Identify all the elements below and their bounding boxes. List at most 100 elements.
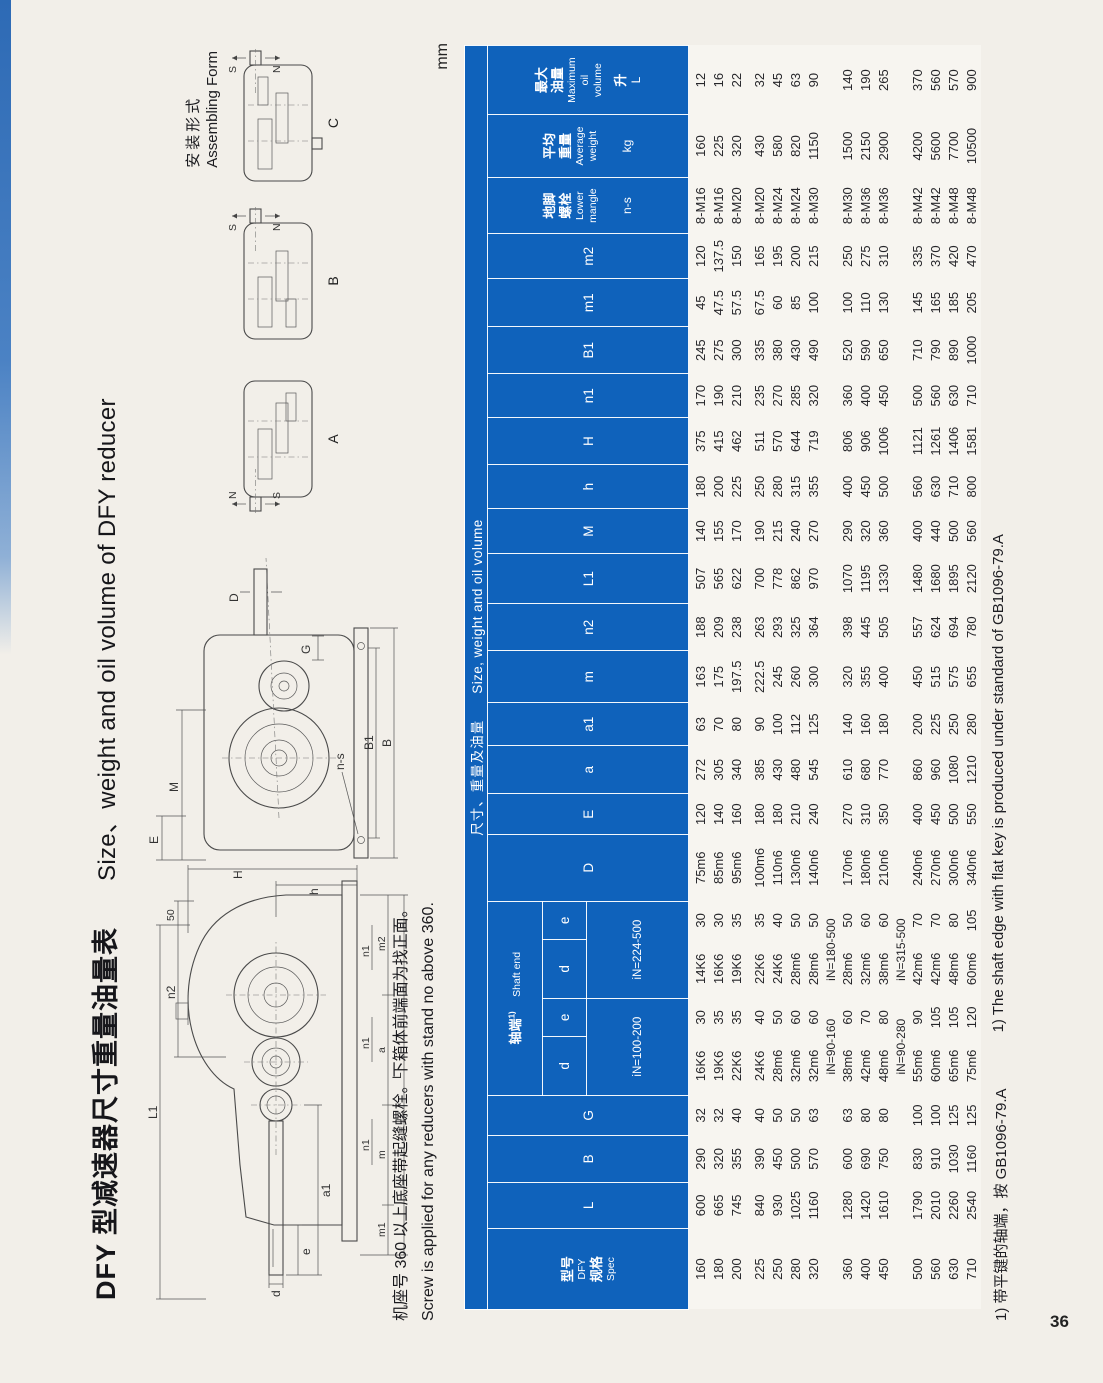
table-cell: 355 — [728, 1135, 746, 1183]
table-cell: 8-M16 — [692, 177, 710, 234]
table-cell: 63 — [805, 1095, 823, 1136]
table-cell: 890 — [945, 326, 963, 374]
table-cell: 2120 — [963, 553, 981, 604]
table-cell: 22K6 — [751, 939, 769, 999]
table-cell: 800 — [963, 464, 981, 509]
table-cell: 570 — [769, 417, 787, 465]
table-cell: 500 — [909, 1228, 927, 1310]
table-cell: 364 — [805, 603, 823, 651]
table-cell: 125 — [963, 1095, 981, 1136]
dim-label-ns: n-s — [333, 753, 347, 770]
table-cell: 430 — [787, 326, 805, 374]
table-cell: 8-M16 — [710, 177, 728, 234]
table-cell: 1080 — [945, 745, 963, 794]
table-cell: 665 — [710, 1182, 728, 1229]
table-cell: 8-M48 — [945, 177, 963, 234]
dim-label-m: m — [376, 1150, 388, 1159]
table-cell: 200 — [909, 703, 927, 746]
spec-table-wrap: 尺寸、重量及油量 Size, weight and oil volume 型号 D… — [464, 45, 981, 1310]
table-cell: 67.5 — [751, 278, 769, 327]
table-cell: 245 — [769, 650, 787, 703]
table-cell: 35 — [728, 901, 746, 940]
table-cell: 12 — [692, 45, 710, 115]
table-cell: 420 — [945, 233, 963, 279]
table-cell: 210 — [787, 793, 805, 835]
table-cell: 22 — [728, 45, 746, 115]
table-cell: 100m6 — [751, 834, 769, 902]
table-cell: 320 — [710, 1135, 728, 1183]
assembling-form-c-drawing: S N — [227, 49, 323, 182]
dim-label-m1: m1 — [376, 1222, 388, 1237]
header-row-1: 型号 DFY 规格 Spec L B G 轴端1) Shaft end — [487, 45, 689, 1310]
table-cell: iN=90-280 — [893, 998, 909, 1096]
dim-label-n1b: n1 — [360, 1037, 372, 1049]
col-header-e1: e — [542, 998, 587, 1037]
dim-label-a1: a1 — [319, 1183, 333, 1197]
table-cell: 35 — [728, 998, 746, 1037]
table-cell: 38m6 — [875, 939, 893, 999]
table-cell: 400 — [839, 464, 857, 509]
table-cell: 2010 — [927, 1182, 945, 1229]
table-cell: 1420 — [857, 1182, 875, 1229]
assembling-form-a: N S A — [224, 365, 341, 513]
table-cell: 30 — [692, 901, 710, 940]
col-header-G: G — [487, 1095, 689, 1136]
table-cell: 350 — [875, 793, 893, 835]
table-cell: 50 — [787, 901, 805, 940]
table-cell: 507 — [692, 553, 710, 604]
notes: 机座号 360 以上底座带起缝螺栓。下箱体前端面为找正面。 Screw is a… — [388, 901, 442, 1321]
table-row: 400 1420 690 80 42m6 70 32m6 60 180n6 310 680 160 35… — [857, 45, 875, 1310]
table-cell: 28m6 — [787, 939, 805, 999]
col-header-h: h — [487, 464, 689, 509]
table-cell: 275 — [710, 326, 728, 374]
table-cell: 60 — [805, 998, 823, 1037]
table-cell: 95m6 — [728, 834, 746, 902]
table-cell: 1280 — [839, 1182, 857, 1229]
table-cell: 900 — [963, 45, 981, 115]
table-cell: 1030 — [945, 1135, 963, 1183]
table-cell: 63 — [692, 703, 710, 746]
table-cell: 1195 — [857, 553, 875, 604]
table-cell: 4200 — [909, 114, 927, 178]
table-cell: 240 — [787, 508, 805, 554]
table-cell: 110n6 — [769, 834, 787, 902]
footnote-en: 1) The shaft edge with flat key is produ… — [990, 534, 1007, 1033]
dim-label-G: G — [299, 645, 313, 654]
table-cell: 580 — [769, 114, 787, 178]
table-cell: 40 — [751, 1095, 769, 1136]
table-separator-row: iN=90-280 iN=315-500 — [893, 45, 909, 1310]
table-cell: 22K6 — [728, 1036, 746, 1096]
form-a-arrow-bottom-label: S — [271, 492, 283, 499]
table-cell: 310 — [875, 233, 893, 279]
dim-label-D: D — [227, 593, 241, 602]
dim-label-B1: B1 — [362, 735, 376, 750]
table-cell: 545 — [805, 745, 823, 794]
note-en: Screw is applied for any reducers with s… — [420, 902, 437, 1321]
table-cell: 320 — [857, 508, 875, 554]
table-cell: 14K6 — [692, 939, 710, 999]
table-cell: 285 — [787, 373, 805, 418]
table-cell: 806 — [839, 417, 857, 465]
table-cell: 622 — [728, 553, 746, 604]
table-row: 560 2010 910 100 60m6 105 42m6 70 270n6 450 960 225… — [927, 45, 945, 1310]
col-header-m: m — [487, 650, 689, 703]
table-cell: 200 — [787, 233, 805, 279]
table-cell: 906 — [857, 417, 875, 465]
col-header-L1: L1 — [487, 553, 689, 604]
col-header-e2: e — [542, 901, 587, 940]
table-cell: 125 — [805, 703, 823, 746]
table-cell: 100 — [805, 278, 823, 327]
table-cell: 225 — [751, 1228, 769, 1310]
table-cell: 225 — [728, 464, 746, 509]
assembling-form-a-drawing: N S — [227, 380, 313, 513]
table-cell: 85 — [787, 278, 805, 327]
table-cell: 778 — [769, 553, 787, 604]
table-cell: 163 — [692, 650, 710, 703]
table-cell: 205 — [963, 278, 981, 327]
table-cell: 90 — [751, 703, 769, 746]
table-cell: 2900 — [875, 114, 893, 178]
table-cell: 1261 — [927, 417, 945, 465]
table-cell: 50 — [787, 1095, 805, 1136]
table-cell: 320 — [728, 114, 746, 178]
table-cell: 500 — [909, 373, 927, 418]
